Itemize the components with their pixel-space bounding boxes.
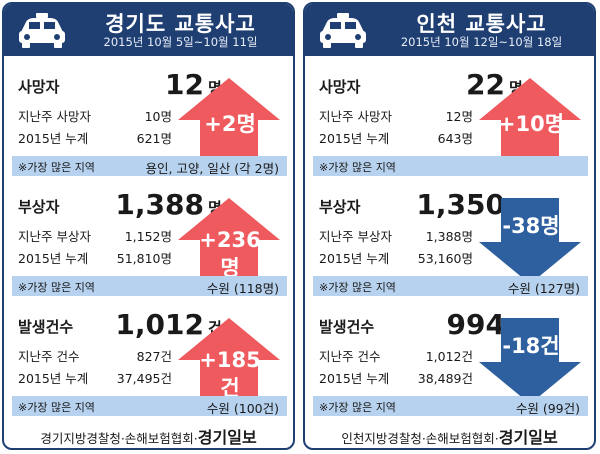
source-text: 인천지방경찰청·손해보험협회·: [341, 431, 499, 446]
prev-week-label: 지난주 부상자: [319, 229, 392, 244]
top-region-value: 용인, 고양, 일산 (각 2명): [145, 161, 279, 176]
top-region-label: ※가장 많은 지역: [18, 281, 95, 294]
accidents-section: 발생건수 1,012 건 지난주 건수 827건 2015년 누계 37,495…: [4, 304, 293, 424]
stat-value: 1,350: [416, 188, 505, 221]
prev-week-label: 지난주 부상자: [18, 229, 91, 244]
up-arrow-icon: [178, 78, 280, 164]
stat-label: 부상자: [319, 198, 361, 216]
top-region-value: 수원 (99건): [515, 401, 580, 416]
top-region-label: ※가장 많은 지역: [319, 401, 396, 414]
source-text: 경기지방경찰청·손해보험협회·: [40, 431, 198, 446]
stat-label: 부상자: [18, 198, 60, 216]
top-region-value: 수원 (118명): [206, 281, 279, 296]
prev-week-label: 지난주 사망자: [18, 109, 91, 124]
injuries-section: 부상자 1,388 명 지난주 부상자 1,152명 2015년 누계 51,8…: [4, 184, 293, 304]
stat-label: 사망자: [18, 78, 60, 96]
stat-value: 994: [446, 308, 505, 341]
gyeonggi-panel: 경기도 교통사고 2015년 10월 5일~10월 11일 사망자 12 명 지…: [2, 2, 295, 450]
publisher-logo: 경기일보: [197, 428, 257, 447]
change-value: +185건: [199, 348, 261, 400]
prev-week-value: 1,012건: [425, 349, 473, 364]
injuries-section: 부상자 1,350 명 지난주 부상자 1,388명 2015년 누계 53,1…: [305, 184, 594, 304]
top-region-bar: ※가장 많은 지역 수원 (127명): [313, 276, 588, 296]
top-region-bar: ※가장 많은 지역 수원 (100건): [12, 396, 287, 416]
publisher-logo: 경기일보: [498, 428, 558, 447]
panel-period: 2015년 10월 5일~10월 11일: [103, 35, 258, 49]
cumulative-label: 2015년 누계: [319, 131, 390, 146]
top-region-bar: ※가장 많은 지역 수원 (118명): [12, 276, 287, 296]
prev-week-value: 12명: [445, 109, 473, 124]
top-region-bar: ※가장 많은 지역 수원 (99건): [313, 396, 588, 416]
deaths-section: 사망자 12 명 지난주 사망자 10명 2015년 누계 621명 +2명 ※…: [4, 64, 293, 184]
top-region-bar: ※가장 많은 지역 용인, 고양, 일산 (각 2명): [12, 156, 287, 176]
stat-value: 22: [466, 68, 505, 101]
top-region-value: 수원 (127명): [507, 281, 580, 296]
cumulative-value: 53,160명: [417, 251, 473, 266]
stat-value: 12: [165, 68, 204, 101]
panel-header: 경기도 교통사고 2015년 10월 5일~10월 11일: [4, 4, 293, 56]
prev-week-label: 지난주 건수: [319, 349, 381, 364]
police-car-icon: [320, 13, 366, 48]
source-footer: 경기지방경찰청·손해보험협회·경기일보: [4, 424, 293, 448]
top-region-value: 수원 (100건): [206, 401, 279, 416]
cumulative-value: 37,495건: [116, 371, 172, 386]
cumulative-value: 643명: [437, 131, 473, 146]
top-region-label: ※가장 많은 지역: [18, 401, 95, 414]
stat-label: 사망자: [319, 78, 361, 96]
cumulative-value: 51,810명: [116, 251, 172, 266]
incheon-panel: 인천 교통사고 2015년 10월 12일~10월 18일 사망자 22 명 지…: [303, 2, 596, 450]
cumulative-value: 38,489건: [417, 371, 473, 386]
up-arrow-icon: [178, 198, 280, 284]
source-footer: 인천지방경찰청·손해보험협회·경기일보: [305, 424, 594, 448]
stat-value: 1,388: [115, 188, 204, 221]
cumulative-label: 2015년 누계: [18, 251, 89, 266]
panel-header: 인천 교통사고 2015년 10월 12일~10월 18일: [305, 4, 594, 56]
prev-week-value: 1,388명: [425, 229, 473, 244]
panel-title: 인천 교통사고: [416, 12, 547, 36]
prev-week-label: 지난주 사망자: [319, 109, 392, 124]
cumulative-value: 621명: [136, 131, 172, 146]
top-region-label: ※가장 많은 지역: [319, 161, 396, 174]
change-value: +10명: [497, 112, 565, 136]
top-region-bar: ※가장 많은 지역: [313, 156, 588, 176]
top-region-label: ※가장 많은 지역: [18, 161, 95, 174]
stat-label: 발생건수: [319, 318, 375, 336]
down-arrow-icon: [479, 198, 581, 284]
prev-week-value: 1,152명: [124, 229, 172, 244]
cumulative-label: 2015년 누계: [319, 371, 390, 386]
up-arrow-icon: [178, 318, 280, 404]
cumulative-label: 2015년 누계: [18, 131, 89, 146]
change-value: -38명: [502, 214, 560, 238]
top-region-label: ※가장 많은 지역: [319, 281, 396, 294]
stat-label: 발생건수: [18, 318, 74, 336]
stat-value: 1,012: [115, 308, 204, 341]
police-car-icon: [19, 13, 65, 48]
panel-period: 2015년 10월 12일~10월 18일: [400, 35, 563, 49]
change-value: +236명: [199, 228, 261, 280]
prev-week-label: 지난주 건수: [18, 349, 80, 364]
prev-week-value: 10명: [144, 109, 172, 124]
cumulative-label: 2015년 누계: [319, 251, 390, 266]
change-value: +2명: [204, 112, 256, 136]
down-arrow-icon: [479, 318, 581, 404]
change-value: -18건: [502, 334, 560, 358]
prev-week-value: 827건: [136, 349, 172, 364]
cumulative-label: 2015년 누계: [18, 371, 89, 386]
deaths-section: 사망자 22 명 지난주 사망자 12명 2015년 누계 643명 +10명 …: [305, 64, 594, 184]
up-arrow-icon: [479, 78, 581, 164]
panel-title: 경기도 교통사고: [105, 12, 256, 36]
accidents-section: 발생건수 994 건 지난주 건수 1,012건 2015년 누계 38,489…: [305, 304, 594, 424]
